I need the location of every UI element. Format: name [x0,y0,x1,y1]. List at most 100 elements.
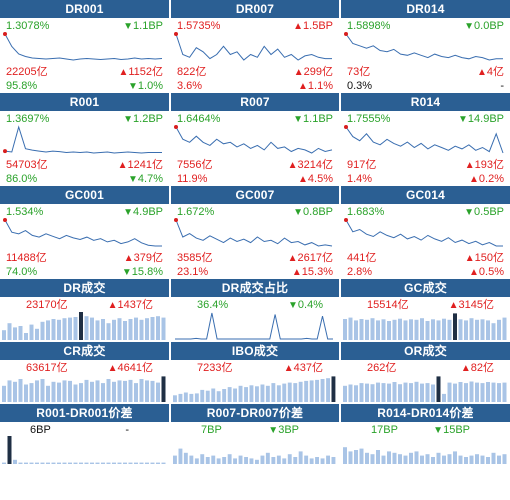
bar [40,321,45,340]
bar [331,457,336,464]
bar [293,457,298,464]
bar [150,317,155,340]
bar [13,327,17,340]
up-triangle-icon: ▲ [293,67,304,78]
tile-gc014[interactable]: GC014 1.683% ▼0.5BP 441亿 ▲150亿 2.8% ▲0.5% [341,186,510,279]
bar [309,380,314,402]
bar [101,383,105,402]
share-change-value: - [500,80,504,92]
down-triangle-icon: ▼ [293,114,304,125]
bar [35,462,39,464]
tile-title: GC成交 [341,279,510,297]
tile-volume-3[interactable]: CR成交 63617亿 ▲4641亿 [0,342,169,404]
latest-point-marker [174,125,178,129]
tile-r014[interactable]: R014 1.7555% ▼14.9BP 917亿 ▲193亿 1.4% ▲0.2% [341,93,510,186]
series-line [175,126,333,154]
bar [431,457,435,464]
latest-point-marker [174,32,178,36]
bar [112,381,116,403]
bar [145,318,149,340]
tile-title: R007 [171,93,339,111]
bar [244,387,248,402]
bar [398,318,402,340]
bar [29,462,34,464]
rate-trend-chart [3,218,162,247]
tile-volume-5[interactable]: OR成交 262亿 ▲82亿 [341,342,510,404]
bar [249,458,254,464]
rate-change: ▼14.9BP [458,113,504,126]
volume-change-value: 2617亿 [297,252,333,264]
bar [216,458,221,464]
bar [35,328,39,340]
volume-change-value: 3145亿 [458,299,494,311]
bar [128,379,133,402]
bar [480,455,485,464]
up-triangle-icon: ▲ [448,300,459,311]
bar [398,384,402,402]
share-change: ▼1.0% [128,80,163,93]
bar [233,388,237,402]
up-triangle-icon: ▲ [283,363,294,374]
bar [73,462,78,464]
tile-dr001[interactable]: DR001 1.3078% ▼1.1BP 22205亿 ▲1152亿 95.8% ▼1.0% [0,0,169,93]
bar [90,462,94,464]
bar [392,452,397,464]
series-line [175,33,332,61]
rate-trend-chart [3,32,163,61]
volume-change: ▲437亿 [284,362,323,375]
series-line [175,312,333,340]
bar [381,383,386,402]
tile-r001[interactable]: R001 1.3697% ▼1.2BP 54703亿 ▲1241亿 86.0% ▼4.7% [0,93,169,186]
tile-volume-2[interactable]: GC成交 15514亿 ▲3145亿 [341,279,510,342]
bar [84,379,89,402]
tile-gc001[interactable]: GC001 1.534% ▼4.9BP 11488亿 ▲379亿 74.0% ▼15.8% [0,186,169,279]
tile-volume-4[interactable]: IBO成交 7233亿 ▲437亿 [171,342,339,404]
bar [271,457,276,464]
bar [293,383,298,402]
bar [343,385,347,402]
rate-trend-chart [174,32,332,61]
bar [227,387,232,402]
rate-change-value: 0.5BP [474,206,504,218]
bar [40,379,45,402]
volume-value: 3585亿 [177,252,213,264]
spread-bar-chart [173,448,336,464]
bar [447,382,452,402]
bar [392,319,397,340]
bar [123,462,127,464]
rate-change-value: 1.5BP [303,20,333,32]
tile-spread-1[interactable]: R007-DR007价差 7BP ▼3BP [171,404,339,466]
bar [101,462,105,464]
bar [447,454,452,464]
tile-spread-2[interactable]: R014-DR014价差 17BP ▼15BP [341,404,510,466]
bar [2,385,6,402]
tile-volume-0[interactable]: DR成交 23170亿 ▲1437亿 [0,279,169,342]
bar [309,458,314,464]
bar [469,318,474,340]
bar [442,455,446,464]
tile-r007[interactable]: R007 1.6464% ▼1.1BP 7556亿 ▲3214亿 11.9% ▲4.5% [171,93,339,186]
bar [189,393,194,402]
bar [414,451,419,464]
tile-dr014[interactable]: DR014 1.5898% ▼0.0BP 73亿 ▲4亿 0.3% - [341,0,510,93]
share-change: - [500,80,504,93]
tile-spread-0[interactable]: R001-DR001价差 6BP - [0,404,169,466]
bar [265,385,270,402]
tile-gc007[interactable]: GC007 1.672% ▼0.8BP 3585亿 ▲2617亿 23.1% ▲15.3% [171,186,339,279]
series-line [4,33,163,61]
bar [106,462,111,464]
rate-value: 1.6464% [177,113,221,125]
bar [431,384,435,403]
series-line [345,33,503,61]
tile-title: R014 [341,93,510,111]
bar [392,382,397,402]
volume-value: 7233亿 [197,362,233,374]
tile-volume-1[interactable]: DR成交占比 36.4% ▼0.4% [171,279,339,342]
bar [24,462,28,464]
volume-change: ▲3214亿 [288,159,333,172]
bar [420,455,424,464]
latest-point-marker [3,32,7,36]
bar [359,383,364,402]
tile-dr007[interactable]: DR007 1.5735% ▲1.5BP 822亿 ▲299亿 3.6% ▲1.1% [171,0,339,93]
up-triangle-icon: ▲ [298,81,308,92]
